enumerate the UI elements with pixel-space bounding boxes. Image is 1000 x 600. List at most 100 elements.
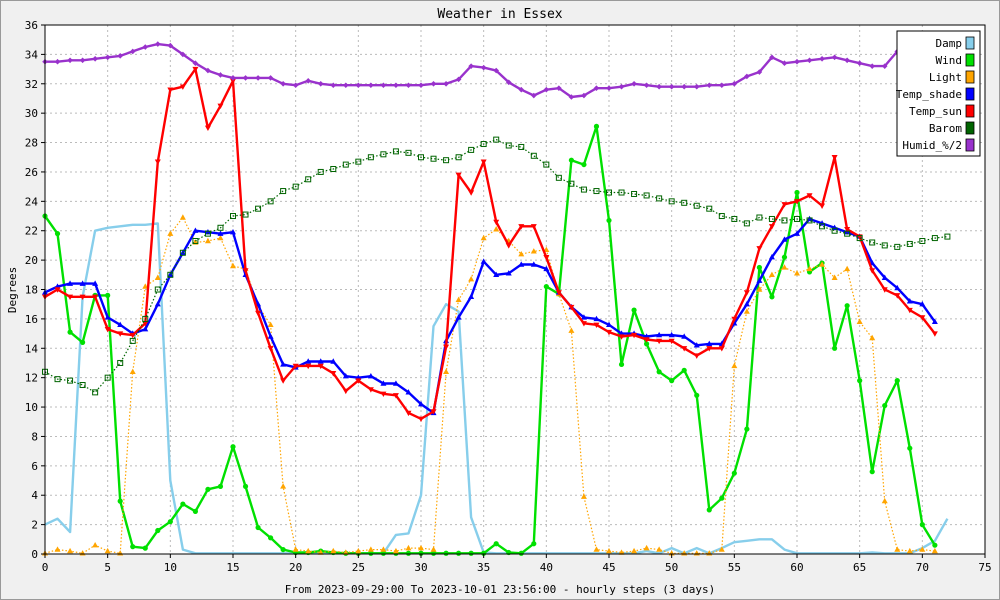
data-point-light bbox=[418, 544, 424, 551]
data-point-light bbox=[342, 549, 349, 555]
data-point-humid-2 bbox=[856, 60, 863, 67]
legend: Damp Wind Light Temp_shade Temp_sun Barom Humi… bbox=[896, 30, 981, 157]
data-point-temp-sun bbox=[819, 203, 826, 209]
legend-label-damp: Damp bbox=[936, 37, 963, 50]
data-point-humid-2 bbox=[142, 44, 149, 50]
data-point-wind bbox=[443, 550, 449, 556]
data-point-barom bbox=[67, 377, 74, 384]
data-point-wind bbox=[618, 361, 625, 368]
data-point-wind bbox=[67, 329, 73, 335]
legend-swatch-wind bbox=[965, 53, 975, 67]
data-point-barom bbox=[768, 215, 775, 222]
y-tick-label: 26 bbox=[25, 166, 38, 179]
data-point-barom bbox=[179, 249, 186, 256]
data-point-wind bbox=[719, 495, 725, 501]
data-point-humid-2 bbox=[518, 86, 525, 93]
data-point-barom bbox=[919, 238, 926, 245]
data-point-temp-sun bbox=[154, 159, 161, 165]
data-point-wind bbox=[518, 550, 524, 556]
data-point-wind bbox=[568, 157, 575, 163]
data-point-temp-shade bbox=[906, 298, 913, 304]
data-point-humid-2 bbox=[79, 57, 86, 64]
x-axis-ticks: 0 5 10 15 20 25 30 35 40 45 50 55 60 65 70 75 bbox=[42, 554, 992, 574]
data-point-humid-2 bbox=[844, 57, 850, 64]
data-point-humid-2 bbox=[230, 75, 236, 81]
data-point-light bbox=[906, 547, 913, 554]
data-point-barom bbox=[580, 186, 587, 193]
data-point-temp-sun bbox=[656, 338, 663, 345]
chart-title: Weather in Essex bbox=[437, 7, 562, 22]
data-point-wind bbox=[180, 501, 186, 507]
data-point-humid-2 bbox=[443, 80, 449, 87]
data-point-humid-2 bbox=[831, 54, 838, 61]
data-point-wind bbox=[481, 550, 487, 556]
data-point-humid-2 bbox=[756, 69, 763, 75]
data-point-wind bbox=[606, 217, 612, 224]
y-tick-label: 24 bbox=[25, 195, 39, 208]
data-point-temp-sun bbox=[718, 346, 725, 352]
data-point-temp-sun bbox=[831, 155, 838, 161]
data-point-temp-shade bbox=[342, 372, 349, 379]
data-point-wind bbox=[155, 527, 161, 534]
legend-label-barom: Barom bbox=[929, 122, 962, 135]
y-tick-label: 4 bbox=[31, 489, 38, 502]
data-point-temp-shade bbox=[781, 236, 788, 242]
data-point-humid-2 bbox=[317, 80, 324, 87]
data-point-temp-sun bbox=[493, 219, 500, 226]
data-point-barom bbox=[706, 205, 713, 212]
data-point-humid-2 bbox=[480, 64, 487, 71]
data-point-temp-shade bbox=[881, 274, 888, 280]
x-tick-label: 15 bbox=[226, 561, 239, 574]
data-point-barom bbox=[819, 223, 826, 230]
data-point-temp-sun bbox=[179, 84, 186, 90]
legend-swatch-humid-2 bbox=[965, 138, 975, 152]
data-point-temp-sun bbox=[255, 310, 262, 317]
data-point-temp-shade bbox=[593, 315, 600, 322]
data-point-light bbox=[355, 547, 362, 554]
data-point-humid-2 bbox=[205, 67, 211, 74]
data-point-barom bbox=[305, 176, 312, 183]
data-point-wind bbox=[919, 522, 925, 528]
data-point-light bbox=[129, 368, 136, 374]
data-point-humid-2 bbox=[531, 92, 537, 99]
series-line-temp-sun bbox=[44, 67, 936, 420]
data-point-humid-2 bbox=[881, 63, 888, 69]
grid-lines bbox=[45, 25, 985, 554]
y-tick-label: 6 bbox=[31, 460, 38, 473]
data-point-temp-sun bbox=[104, 326, 111, 333]
legend-label-temp-sun: Temp_sun bbox=[909, 105, 962, 118]
data-point-humid-2 bbox=[380, 82, 387, 89]
data-point-humid-2 bbox=[92, 55, 98, 62]
data-point-humid-2 bbox=[781, 60, 788, 67]
legend-label-humid-2: Humid_%/2 bbox=[902, 139, 962, 152]
data-point-temp-shade bbox=[330, 358, 337, 364]
data-point-light bbox=[67, 547, 74, 554]
data-point-barom bbox=[543, 161, 550, 168]
data-point-humid-2 bbox=[355, 82, 362, 89]
data-point-barom bbox=[480, 141, 487, 148]
data-point-barom bbox=[681, 199, 688, 206]
x-tick-label: 5 bbox=[104, 561, 111, 574]
data-point-humid-2 bbox=[242, 75, 249, 81]
data-point-temp-shade bbox=[79, 280, 86, 286]
data-point-barom bbox=[718, 213, 725, 220]
data-point-wind bbox=[631, 307, 637, 313]
data-point-wind bbox=[405, 550, 412, 556]
data-point-barom bbox=[92, 389, 99, 396]
series-humid-2 bbox=[42, 36, 951, 100]
data-point-wind bbox=[430, 550, 437, 556]
data-point-temp-shade bbox=[305, 358, 312, 364]
data-point-barom bbox=[380, 151, 387, 158]
data-point-wind bbox=[255, 524, 261, 531]
x-tick-label: 30 bbox=[414, 561, 427, 574]
legend-swatch-temp-sun bbox=[965, 104, 975, 118]
x-tick-label: 70 bbox=[916, 561, 929, 574]
x-tick-label: 65 bbox=[853, 561, 866, 574]
data-point-barom bbox=[267, 198, 274, 205]
data-point-temp-shade bbox=[380, 380, 387, 386]
y-tick-label: 34 bbox=[25, 48, 39, 61]
data-point-temp-sun bbox=[919, 315, 926, 321]
data-point-wind bbox=[380, 550, 386, 556]
data-point-light bbox=[392, 547, 399, 554]
y-tick-label: 22 bbox=[25, 225, 38, 238]
